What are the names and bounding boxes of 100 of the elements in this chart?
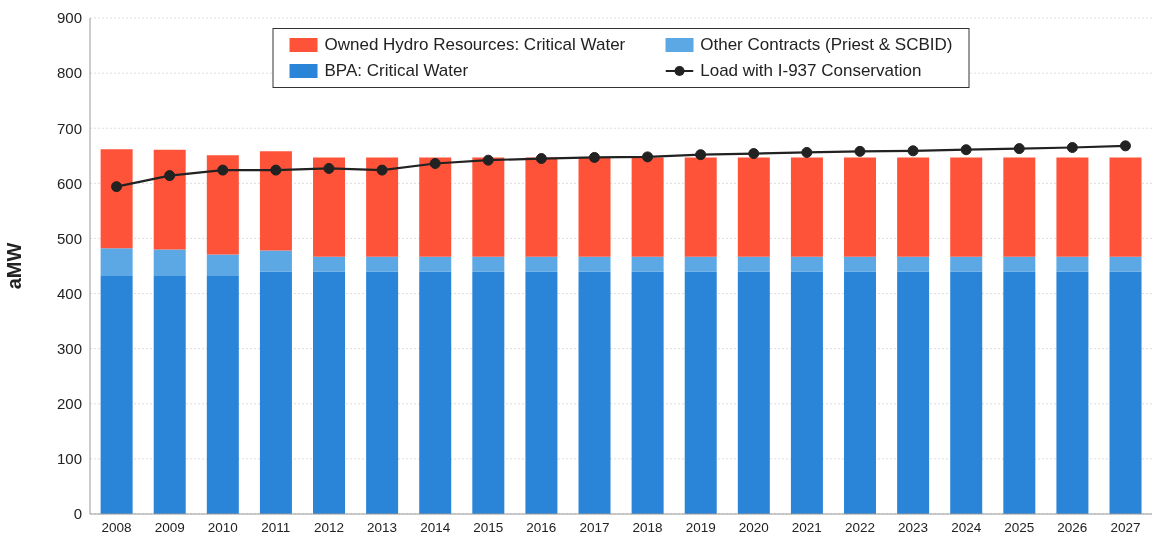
x-tick-label: 2008: [101, 519, 132, 535]
x-tick-label: 2010: [207, 519, 238, 535]
x-tick-label: 2021: [791, 519, 822, 535]
bar: [366, 271, 399, 514]
bar: [950, 271, 983, 514]
bar: [897, 157, 930, 257]
bar: [419, 271, 452, 514]
bar: [525, 157, 558, 257]
legend-label: BPA: Critical Water: [324, 61, 469, 81]
bar: [844, 256, 877, 272]
bar: [100, 275, 133, 514]
x-tick-label: 2024: [951, 519, 982, 535]
point: [854, 145, 866, 157]
point: [588, 151, 600, 163]
bar: [578, 256, 611, 272]
x-tick-label: 2012: [313, 519, 344, 535]
bar: [897, 271, 930, 514]
point: [695, 149, 707, 161]
point: [270, 164, 282, 176]
bar: [631, 157, 664, 257]
y-tick-label: 800: [56, 64, 82, 82]
y-tick-label: 0: [73, 505, 82, 523]
x-tick-label: 2009: [154, 519, 185, 535]
bar: [153, 149, 186, 250]
x-tick-label: 2027: [1110, 519, 1141, 535]
bar: [790, 271, 823, 514]
bar: [684, 157, 717, 257]
bar: [1109, 157, 1142, 257]
bar: [737, 271, 770, 514]
x-tick-label: 2026: [1057, 519, 1088, 535]
bar: [790, 157, 823, 257]
bar: [366, 157, 399, 257]
y-tick-label: 400: [56, 284, 82, 302]
bar: [313, 256, 346, 272]
point: [1066, 142, 1078, 154]
bar: [259, 151, 292, 251]
bar: [897, 256, 930, 272]
bar: [206, 275, 239, 514]
bar: [737, 157, 770, 257]
point: [164, 170, 176, 182]
bar: [419, 256, 452, 272]
bar: [259, 271, 292, 514]
bar: [206, 155, 239, 255]
x-tick-label: 2014: [420, 519, 451, 535]
x-tick-label: 2023: [898, 519, 929, 535]
x-tick-label: 2022: [844, 519, 875, 535]
bar: [153, 275, 186, 514]
bar: [1109, 271, 1142, 514]
bar: [684, 256, 717, 272]
bar: [1056, 157, 1089, 257]
point: [1119, 140, 1131, 152]
bar: [525, 271, 558, 514]
bar: [578, 271, 611, 514]
x-tick-label: 2025: [1004, 519, 1035, 535]
x-tick-label: 2019: [685, 519, 716, 535]
bar: [1109, 256, 1142, 272]
bar: [153, 249, 186, 276]
point: [217, 164, 229, 176]
y-tick-label: 700: [56, 119, 82, 137]
bar: [631, 271, 664, 514]
bar: [684, 271, 717, 514]
bar: [313, 157, 346, 257]
bar: [206, 254, 239, 276]
bar: [1056, 271, 1089, 514]
point: [429, 157, 441, 169]
bar: [525, 256, 558, 272]
bar: [578, 157, 611, 257]
point: [535, 153, 547, 165]
x-tick-label: 2011: [261, 519, 291, 535]
bar: [366, 256, 399, 272]
bar: [790, 256, 823, 272]
y-tick-label: 200: [56, 395, 82, 413]
y-tick-label: 300: [56, 339, 82, 357]
point: [960, 144, 972, 156]
y-tick-label: 900: [56, 9, 82, 27]
bar: [100, 149, 133, 249]
bar: [1003, 256, 1036, 272]
bar: [472, 256, 505, 272]
legend-label: Other Contracts (Priest & SCBID): [700, 35, 953, 55]
x-tick-label: 2016: [526, 519, 557, 535]
y-tick-label: 100: [56, 450, 82, 468]
point: [482, 154, 494, 166]
point: [111, 181, 123, 193]
bar: [419, 157, 452, 257]
x-tick-label: 2015: [473, 519, 504, 535]
bar: [737, 256, 770, 272]
legend-label: Owned Hydro Resources: Critical Water: [324, 35, 626, 55]
bar: [950, 157, 983, 257]
bar: [1003, 271, 1036, 514]
y-tick-label: 600: [56, 174, 82, 192]
y-tick-label: 500: [56, 229, 82, 247]
bar: [259, 250, 292, 272]
point: [1013, 143, 1025, 155]
bar: [1003, 157, 1036, 257]
bar: [844, 157, 877, 257]
bar: [472, 157, 505, 257]
legend-label: Load with I-937 Conservation: [700, 61, 922, 81]
bar: [1056, 256, 1089, 272]
y-axis-title: aMW: [3, 242, 26, 290]
point: [748, 148, 760, 160]
